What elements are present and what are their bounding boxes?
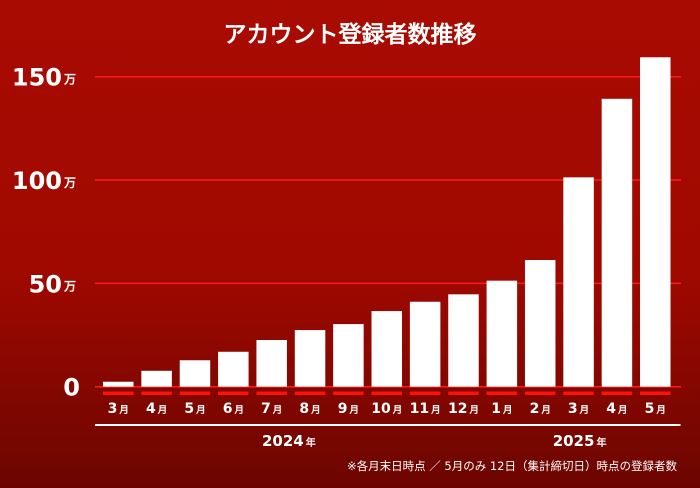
bar — [256, 339, 287, 387]
bar — [524, 260, 556, 387]
footnote: ※各月末日時点 ／ 5月のみ 12日（集計締切日）時点の登録者数 — [347, 459, 678, 473]
bar-marker — [371, 391, 403, 395]
bar — [294, 330, 326, 387]
bar — [218, 351, 249, 387]
y-tick-label: 0 — [63, 374, 80, 402]
bar-marker — [409, 391, 441, 395]
bar — [333, 324, 364, 387]
bar-marker — [103, 391, 134, 395]
bar — [601, 98, 633, 387]
bar — [640, 57, 671, 387]
bar — [141, 370, 172, 387]
y-tick-label: 100 — [12, 167, 62, 195]
bar-marker — [141, 391, 172, 395]
year-label: 2025 年 — [553, 432, 607, 450]
bar-marker — [563, 391, 594, 395]
y-tick-label: 50 — [29, 270, 62, 298]
bar-marker — [333, 391, 364, 395]
bar-marker — [448, 391, 479, 395]
y-tick-unit: 万 — [63, 176, 76, 190]
bar-marker — [218, 391, 249, 395]
bar — [448, 294, 479, 387]
x-tick-label: 12 月 — [448, 401, 479, 417]
y-tick-label: 150 — [12, 64, 62, 92]
bar-marker — [524, 391, 556, 395]
bar-marker — [640, 391, 671, 395]
x-tick-label: 11 月 — [410, 401, 441, 417]
bar — [179, 360, 211, 387]
y-tick-unit: 万 — [63, 279, 76, 293]
bar — [371, 311, 403, 387]
bar-marker — [294, 391, 326, 395]
bar — [563, 177, 594, 387]
x-tick-label: 10 月 — [371, 401, 402, 417]
y-tick-unit: 万 — [63, 73, 76, 87]
bar — [409, 301, 441, 387]
bar-marker — [486, 391, 518, 395]
year-label: 2024 年 — [262, 432, 316, 450]
bar-marker — [256, 391, 287, 395]
bar-marker — [179, 391, 211, 395]
bar — [486, 280, 518, 387]
chart-title: アカウント登録者数推移 — [224, 21, 477, 48]
bar — [103, 381, 134, 387]
bar-marker — [601, 391, 633, 395]
